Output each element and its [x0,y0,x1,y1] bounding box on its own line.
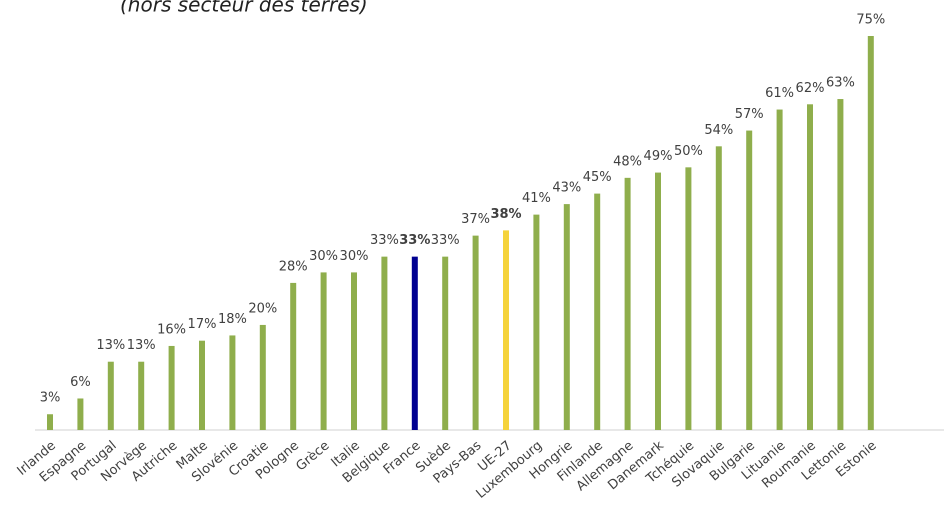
bar [138,361,145,430]
bar [867,36,874,430]
bar [351,272,357,430]
bar [320,272,327,430]
value-label: 43% [552,181,581,196]
bar [655,172,661,430]
bar [837,99,844,430]
bar [77,398,84,430]
value-label: 33% [399,233,430,248]
bar [472,235,479,430]
bar [411,256,418,430]
bar [563,204,570,430]
bar [776,109,783,431]
value-label: 48% [613,154,642,169]
chart-subtitle: (hors secteur des terres) [120,0,368,17]
bar [624,177,631,430]
bar [503,230,509,430]
bar [594,193,601,430]
value-label: 61% [765,86,794,101]
bar [259,324,266,430]
value-label: 37% [461,212,490,227]
value-label: 57% [735,107,764,122]
value-label: 13% [96,338,125,353]
value-label: 41% [522,191,551,206]
value-label: 6% [70,375,91,390]
bar [229,335,236,430]
value-label: 30% [309,249,338,264]
value-label: 30% [340,249,369,264]
value-label: 28% [279,259,308,274]
value-label: 3% [40,391,61,406]
bar [746,130,753,430]
x-tick-label: Grèce [293,438,332,474]
bar [290,282,297,430]
value-label: 33% [431,233,460,248]
value-label: 16% [157,322,186,337]
value-label: 50% [674,144,703,159]
bar [442,256,449,430]
value-label: 20% [248,301,277,316]
value-label: 18% [218,312,247,327]
value-label: 49% [644,149,673,164]
bar [381,256,388,430]
value-label: 63% [826,76,855,91]
bar [685,167,692,431]
bar [168,345,175,430]
bar [533,214,540,430]
bar [715,146,722,430]
value-label: 75% [856,13,885,28]
value-label: 13% [127,338,156,353]
value-label: 17% [188,317,217,332]
value-label: 54% [704,123,733,138]
bar [47,414,53,430]
value-label: 62% [796,81,825,96]
value-label: 45% [583,170,612,185]
bar [807,104,813,430]
bar [107,361,114,430]
value-label: 38% [490,207,521,222]
value-label: 33% [370,233,399,248]
bar [199,340,205,430]
